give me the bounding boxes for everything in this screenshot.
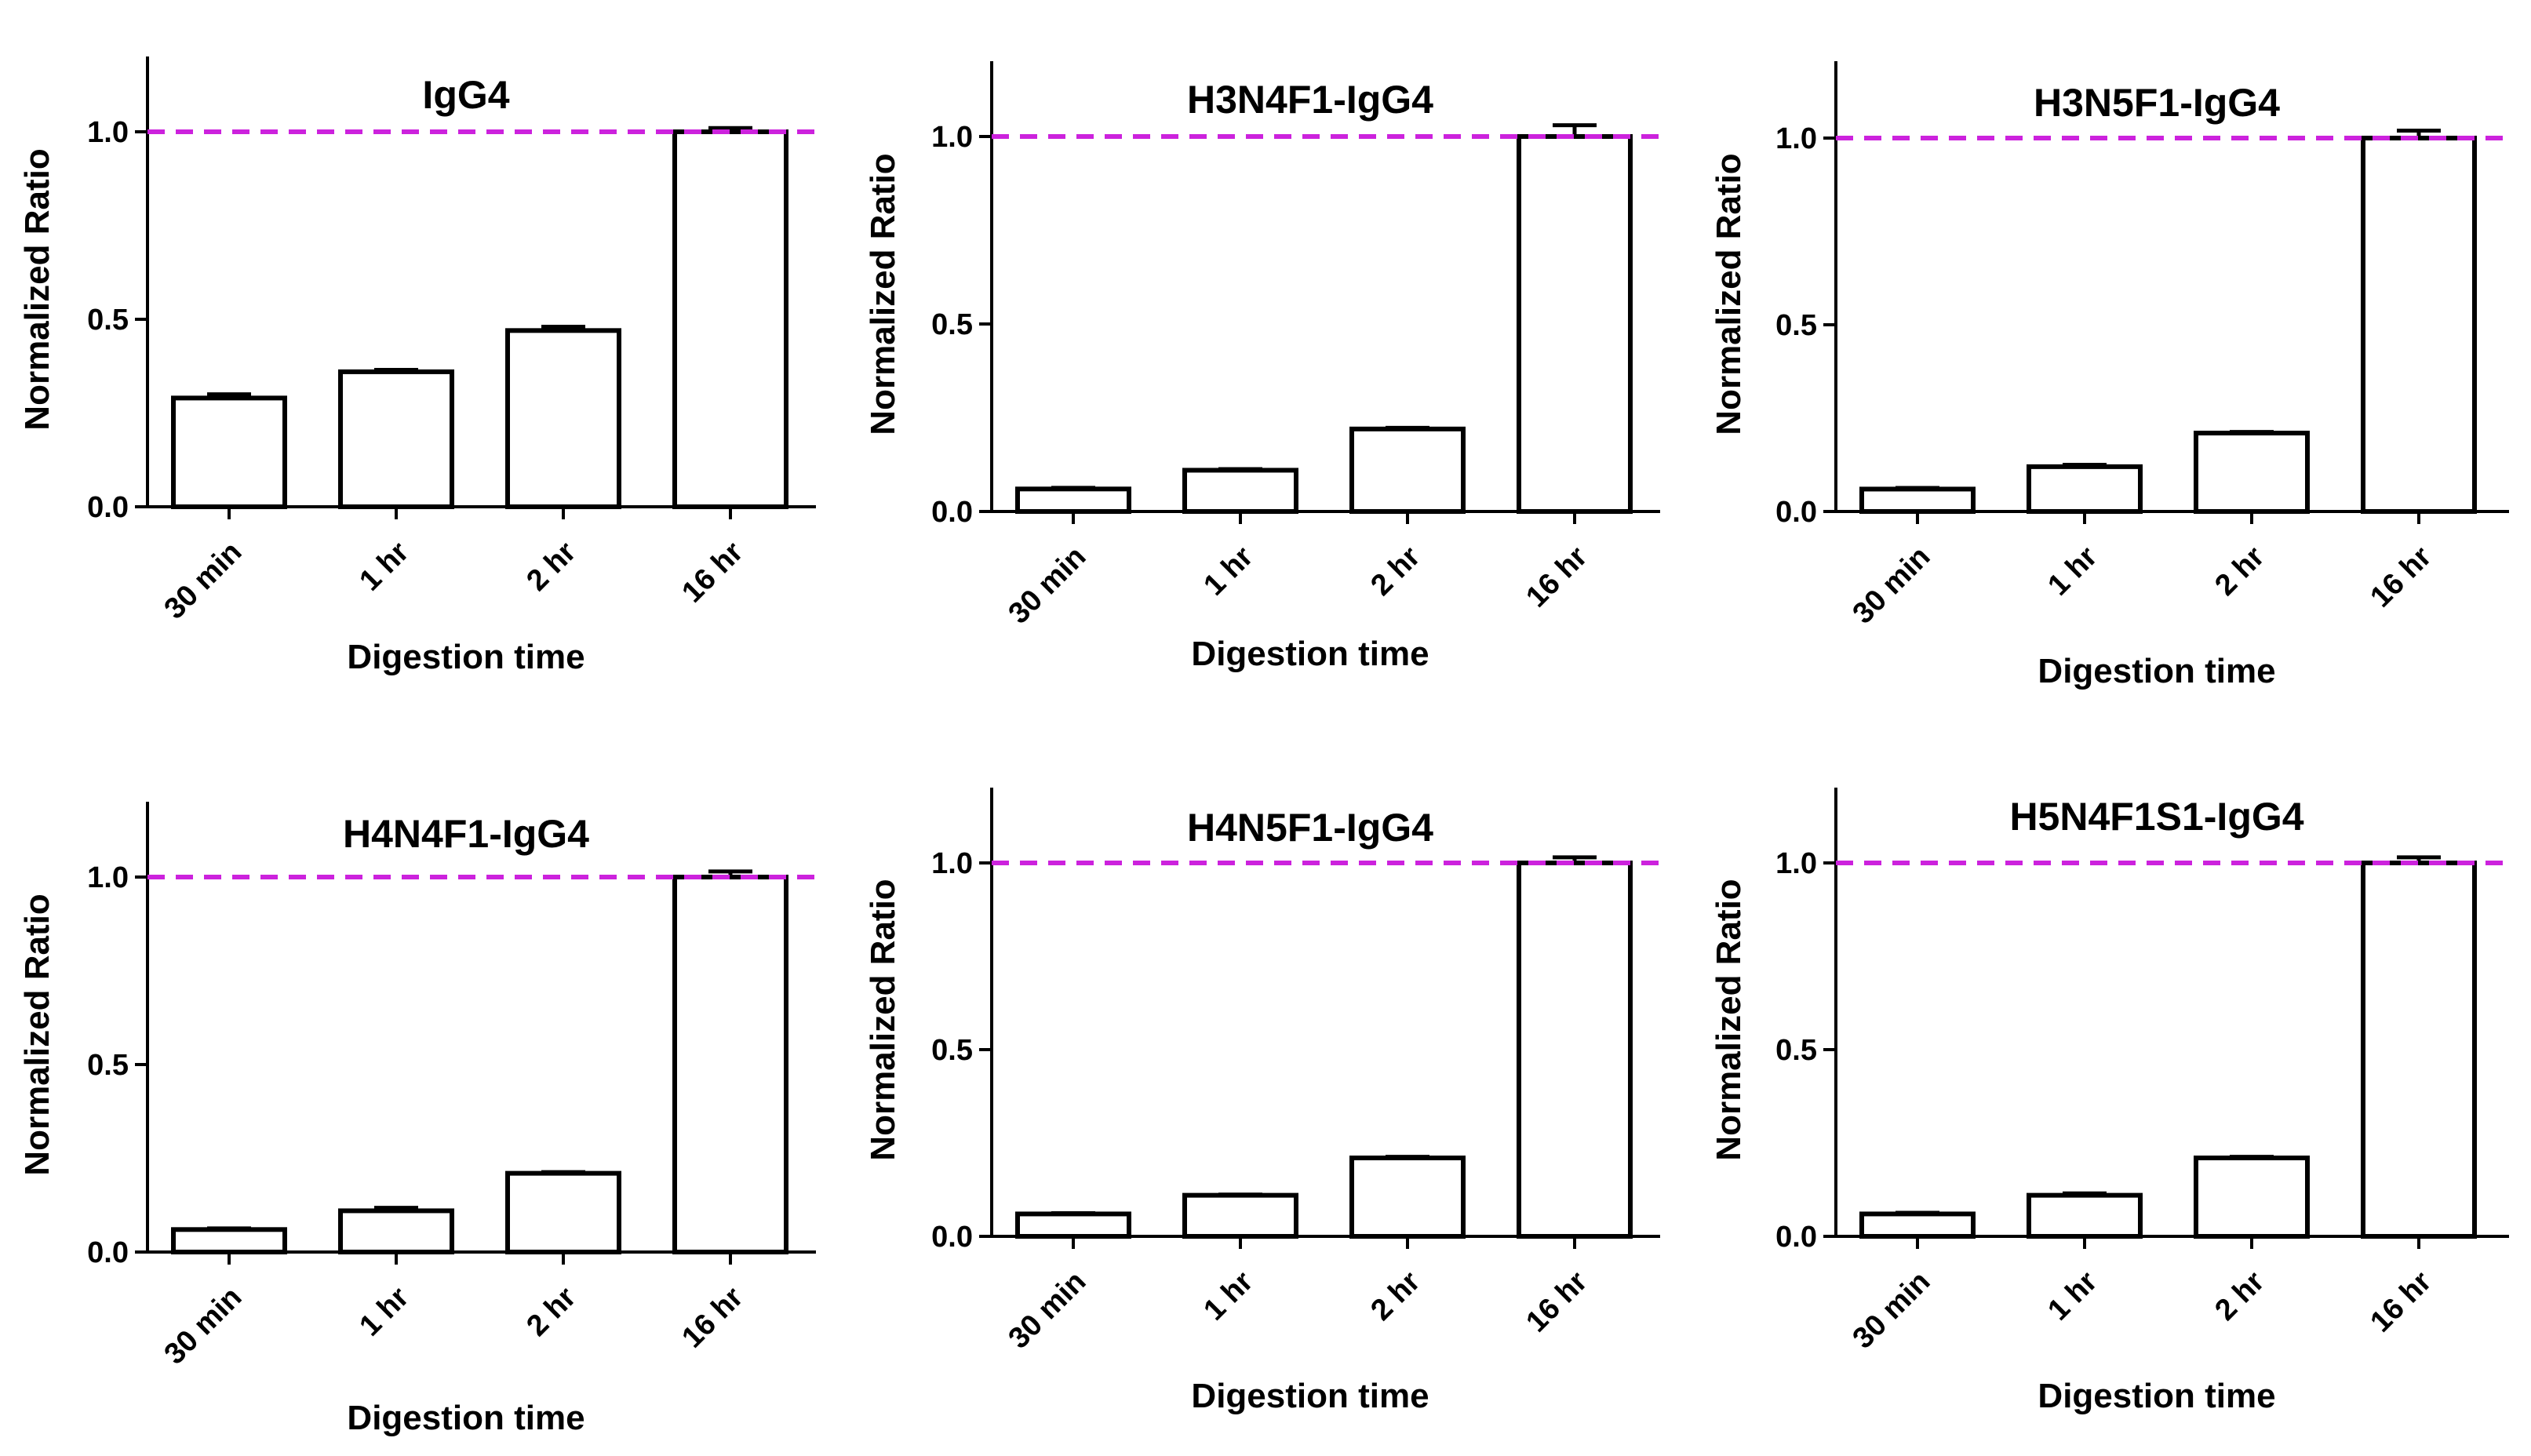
x-tick-label-1: 30 min [1847,1265,1937,1356]
x-tick-label-3: 2 hr [2209,541,2271,602]
chart-panel-5: 0.0 0.5 1.0 30 min 1 hr 2 hr 16 hr H4N5F1-IgG4 D… [864,788,1660,1415]
bar-3 [505,1170,621,1254]
y-axis-label: Normalized Ratio [1710,879,1748,1160]
bar-1 [1015,486,1131,515]
x-tick-label-2: 1 hr [353,536,415,598]
x-axis-label: Digestion time [347,638,584,676]
x-tick-label-1: 30 min [158,1281,249,1371]
y-tick-label: 0.5 [1775,309,1817,342]
chart-panel-1: 0.0 0.5 1.0 30 min 1 hr 2 hr 16 hr IgG4 Digestio… [18,56,816,676]
bar-3 [1349,426,1466,515]
x-tick-label-4: 16 hr [676,536,749,610]
y-tick-label: 1.0 [87,116,129,149]
x-tick-label-2: 1 hr [1197,1265,1259,1327]
y-axis-label: Normalized Ratio [18,148,56,430]
x-tick-label-4: 16 hr [1520,1265,1593,1339]
y-tick-label: 0.5 [931,308,973,341]
y-tick-label: 0.0 [1775,496,1817,529]
chart-title: H4N5F1-IgG4 [1187,806,1433,850]
bar-4 [2361,861,2477,1239]
y-tick-label: 0.0 [931,496,973,529]
x-tick-label-2: 1 hr [2041,541,2103,602]
y-tick-label: 1.0 [1775,122,1817,155]
y-tick-label: 0.0 [931,1221,973,1254]
y-tick-label: 0.0 [87,1236,129,1269]
chart-panel-3: 0.0 0.5 1.0 30 min 1 hr 2 hr 16 hr H3N5F1-IgG4 D… [1710,61,2509,690]
chart-title: H3N5F1-IgG4 [2034,81,2280,125]
x-axis-label: Digestion time [2038,652,2275,690]
x-tick-label-2: 1 hr [1197,541,1259,602]
chart-panel-2: 0.0 0.5 1.0 30 min 1 hr 2 hr 16 hr H3N4F1-IgG4 D… [864,61,1660,673]
x-tick-label-3: 2 hr [2209,1265,2271,1327]
y-tick-label: 0.0 [1775,1221,1817,1254]
x-tick-label-3: 2 hr [520,536,582,598]
y-tick-label: 1.0 [87,861,129,894]
x-tick-label-3: 2 hr [1364,541,1426,602]
chart-title: IgG4 [422,73,509,117]
y-tick-label: 0.5 [931,1034,973,1067]
bar-2 [2027,1192,2143,1239]
x-tick-label-1: 30 min [1847,541,1937,631]
bar-2 [338,369,454,510]
y-tick-label: 0.0 [87,491,129,524]
chart-title: H4N4F1-IgG4 [343,812,589,856]
bar-2 [1182,1192,1298,1239]
y-tick-label: 1.0 [1775,847,1817,880]
bar-2 [338,1208,454,1255]
x-tick-label-3: 2 hr [520,1281,582,1343]
x-tick-label-4: 16 hr [676,1281,749,1355]
y-tick-label: 0.5 [87,1049,129,1082]
bar-3 [1349,1156,1466,1239]
y-tick-label: 1.0 [931,121,973,154]
bar-1 [171,395,287,509]
x-tick-label-1: 30 min [158,536,249,626]
bar-1 [171,1227,287,1254]
bar-1 [1015,1211,1131,1239]
bar-3 [2194,1156,2310,1239]
y-tick-label: 0.5 [87,304,129,337]
y-axis-label: Normalized Ratio [864,153,902,435]
bar-1 [1859,486,1976,515]
x-axis-label: Digestion time [2038,1377,2275,1415]
x-tick-label-1: 30 min [1003,1265,1093,1356]
y-axis-label: Normalized Ratio [1710,153,1748,435]
chart-title: H3N4F1-IgG4 [1187,78,1433,122]
bar-4 [1517,861,1633,1239]
bar-2 [2027,464,2143,515]
bar-3 [505,328,621,509]
y-axis-label: Normalized Ratio [864,879,902,1160]
x-axis-label: Digestion time [1191,635,1429,673]
y-tick-label: 0.5 [1775,1034,1817,1067]
x-tick-label-2: 1 hr [2041,1265,2103,1327]
bar-3 [2194,431,2310,514]
chart-title: H5N4F1S1-IgG4 [2009,795,2303,839]
x-axis-label: Digestion time [347,1399,584,1437]
x-tick-label-4: 16 hr [2364,541,2438,614]
bar-4 [1517,134,1633,514]
bar-4 [672,129,788,509]
chart-panel-6: 0.0 0.5 1.0 30 min 1 hr 2 hr 16 hr H5N4F1S1-IgG… [1710,788,2509,1415]
chart-panel-4: 0.0 0.5 1.0 30 min 1 hr 2 hr 16 hr H4N4F1-IgG4 D… [18,802,816,1437]
x-tick-label-4: 16 hr [2364,1265,2438,1339]
bar-1 [1859,1211,1976,1239]
x-tick-label-2: 1 hr [353,1281,415,1343]
y-axis-label: Normalized Ratio [18,894,56,1175]
bar-4 [672,875,788,1254]
bar-4 [2361,136,2477,514]
y-tick-label: 1.0 [931,847,973,880]
x-tick-label-3: 2 hr [1364,1265,1426,1327]
x-axis-label: Digestion time [1191,1377,1429,1415]
x-tick-label-1: 30 min [1003,541,1093,631]
bar-2 [1182,468,1298,514]
x-tick-label-4: 16 hr [1520,541,1593,614]
